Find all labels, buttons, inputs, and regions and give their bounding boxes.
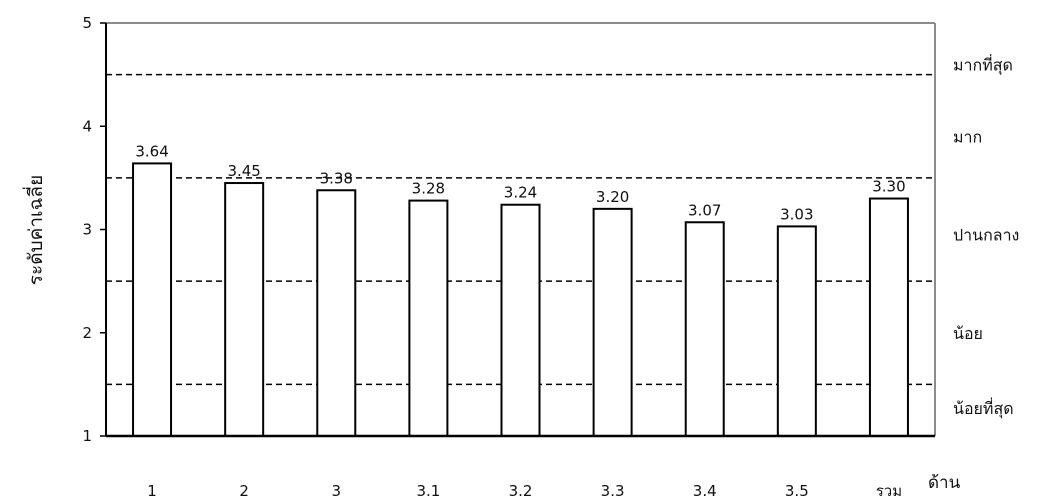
y-tick-label: 2: [82, 324, 92, 342]
data-label: 3.24: [504, 184, 537, 202]
x-tick-label: 3.2: [509, 482, 533, 500]
y-tick-label: 4: [82, 117, 92, 135]
bar: [132, 162, 173, 437]
bar: [316, 189, 357, 437]
x-tick-label: 1: [147, 482, 157, 500]
y-tick-label: 5: [82, 14, 92, 32]
level-label: ปานกลาง: [953, 226, 1019, 245]
data-label: 3.07: [688, 201, 721, 219]
bar: [592, 207, 633, 437]
level-label: มากที่สุด: [953, 53, 1013, 75]
x-axis: 1 2 3 3.1 3.2 3.3 3.4 3.5 รวม: [106, 434, 935, 500]
bar: [776, 225, 817, 437]
y-tick-label: 3: [82, 221, 92, 239]
level-label: น้อยที่สุด: [953, 397, 1014, 419]
bar: [868, 197, 909, 437]
data-label: 3.28: [412, 180, 445, 198]
x-axis-title: ด้าน: [928, 473, 961, 493]
x-tick-label: 3: [332, 482, 342, 500]
bar: [500, 203, 541, 437]
bars: 3.64 3.45 3.38 3.28 3.24 3.20 3.07 3.03 3.30: [132, 142, 909, 437]
x-tick-label: 3.1: [416, 482, 440, 500]
level-label: มาก: [953, 128, 982, 147]
bar: [684, 221, 725, 437]
data-label: 3.45: [227, 162, 260, 180]
bar: [224, 182, 265, 437]
x-tick-label: 3.3: [601, 482, 625, 500]
x-tick-label: 3.5: [785, 482, 809, 500]
data-label: 3.38: [320, 169, 353, 187]
y-axis: 1 2 3 4 5: [82, 14, 107, 445]
x-tick-label: รวม: [876, 482, 902, 500]
y-axis-title: ระดับค่าเฉลี่ย: [22, 175, 47, 285]
data-label: 3.20: [596, 188, 629, 206]
y-tick-label: 1: [82, 427, 92, 445]
x-tick-label: 3.4: [693, 482, 717, 500]
bar: [408, 199, 449, 437]
data-label: 3.64: [135, 142, 168, 160]
plot-frame: [106, 22, 936, 436]
data-label: 3.03: [780, 205, 813, 223]
data-label: 3.30: [872, 178, 905, 196]
level-label: น้อย: [953, 324, 983, 343]
x-tick-label: 2: [239, 482, 249, 500]
